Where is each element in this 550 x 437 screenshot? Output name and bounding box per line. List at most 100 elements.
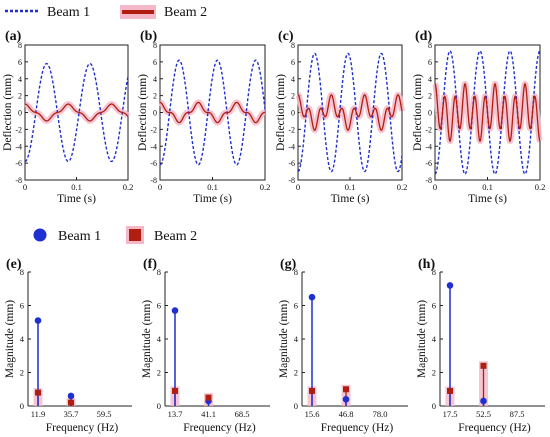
x-axis-label: Frequency (Hz) (458, 422, 531, 434)
x-tick-label: 0.1 (207, 182, 218, 192)
y-tick-label: -8 (150, 176, 157, 185)
y-tick-label: 2 (20, 368, 24, 378)
x-tick-label: 15.6 (305, 409, 320, 419)
y-tick-label: 0 (157, 401, 161, 411)
y-tick-label: 0 (291, 109, 295, 118)
top-legend: Beam 1 Beam 2 (5, 5, 207, 20)
beam1-point (34, 317, 42, 324)
y-tick-label: 8 (157, 267, 161, 277)
y-tick-label: 4 (18, 75, 22, 84)
beam1-point (480, 397, 487, 405)
x-tick-label: 0.2 (397, 182, 408, 192)
x-axis-label: Time (s) (331, 193, 370, 205)
y-tick-label: 2 (153, 92, 157, 101)
beam2-point (205, 394, 212, 401)
y-tick-label: -2 (15, 125, 22, 134)
x-tick-label: 59.5 (97, 409, 112, 419)
x-axis-label: Frequency (Hz) (183, 422, 256, 434)
y-tick-label: 2 (291, 92, 295, 101)
x-axis-label: Frequency (Hz) (46, 422, 119, 434)
beam2-band (22, 101, 131, 124)
y-tick-label: 6 (157, 301, 161, 311)
beam1-line (24, 62, 129, 163)
y-tick-label: 6 (153, 58, 157, 67)
y-tick-label: 2 (157, 368, 161, 378)
x-tick-label: 68.5 (235, 409, 250, 419)
x-tick-label: 0 (296, 182, 300, 192)
y-tick-label: 4 (153, 75, 157, 84)
y-tick-label: 4 (432, 334, 437, 344)
y-tick-label: 8 (153, 41, 157, 50)
panel-label: (a) (5, 29, 22, 44)
y-tick-label: 2 (432, 368, 436, 378)
panel-label: (e) (6, 257, 22, 272)
y-axis-label: Magnitude (mm) (141, 300, 153, 378)
y-tick-label: 6 (432, 301, 436, 311)
y-tick-label: -4 (150, 142, 157, 151)
y-tick-label: -6 (288, 159, 295, 168)
y-tick-label: 2 (18, 92, 22, 101)
y-tick-label: 0 (432, 401, 436, 411)
beam2-line (159, 101, 266, 124)
y-tick-label: 0 (18, 109, 22, 118)
y-tick-label: -6 (15, 159, 22, 168)
y-axis-label: Magnitude (mm) (278, 300, 290, 378)
panel-label: (h) (418, 257, 435, 272)
y-axis-label: Magnitude (mm) (4, 300, 16, 378)
beam2-point (447, 387, 453, 394)
legend-mid-beam2-label: Beam 2 (154, 229, 197, 244)
y-tick-label: 4 (428, 75, 432, 84)
beam2-line (297, 94, 403, 131)
y-tick-label: 8 (291, 41, 295, 50)
panel-label: (c) (278, 29, 294, 44)
y-axis-label: Deflection (mm) (137, 74, 149, 151)
beam2-point (172, 387, 178, 394)
x-tick-label: 0.2 (123, 182, 134, 192)
beam2-point (480, 362, 487, 369)
y-tick-label: 0 (294, 401, 298, 411)
panel-label: (f) (143, 257, 157, 272)
x-tick-label: 52.5 (476, 409, 491, 419)
y-tick-label: 8 (428, 41, 432, 50)
y-tick-label: 6 (294, 301, 298, 311)
y-tick-label: 6 (291, 58, 295, 67)
x-axis-label: Frequency (Hz) (321, 422, 394, 434)
x-tick-label: 13.7 (168, 409, 183, 419)
y-tick-label: 8 (294, 267, 298, 277)
y-tick-label: 4 (157, 334, 162, 344)
y-tick-label: -2 (288, 125, 295, 134)
beam1-point (67, 392, 75, 400)
freq-panel-4: (h) 0 2 4 6 8 17.5 52.5 87.5 Frequency (Hz) Magnit… (416, 257, 545, 434)
beam2-line (24, 103, 129, 122)
legend-beam2-label: Beam 2 (164, 5, 207, 20)
y-tick-label: -4 (425, 142, 432, 151)
y-tick-label: -8 (425, 176, 432, 185)
panel-label: (g) (280, 257, 297, 272)
x-tick-label: 17.5 (443, 409, 458, 419)
beam2-line (434, 82, 541, 143)
x-tick-label: 41.1 (201, 409, 216, 419)
beam2-point (309, 387, 315, 394)
legend-beam1-marker (33, 228, 47, 242)
x-tick-label: 0.2 (535, 182, 546, 192)
freq-panel-2: (f) 0 2 4 6 8 13.7 41.1 68.5 Frequency (Hz) Magnit… (141, 257, 270, 434)
beam1-line (297, 52, 403, 173)
y-tick-label: -6 (425, 159, 432, 168)
x-tick-label: 78.0 (373, 409, 388, 419)
x-axis-label: Time (s) (193, 193, 232, 205)
y-tick-label: 0 (20, 401, 24, 411)
x-axis-label: Time (s) (57, 193, 96, 205)
beam1-point (342, 396, 350, 403)
y-tick-label: 6 (428, 58, 432, 67)
y-tick-label: -4 (288, 142, 295, 151)
y-axis-label: Deflection (mm) (2, 74, 14, 151)
mid-legend: Beam 1 Beam 2 (33, 226, 197, 244)
y-tick-label: -2 (425, 125, 432, 134)
y-tick-label: -8 (288, 176, 295, 185)
x-tick-label: 11.9 (31, 409, 46, 419)
y-axis-label: Magnitude (mm) (416, 300, 428, 378)
y-tick-label: 6 (20, 301, 24, 311)
